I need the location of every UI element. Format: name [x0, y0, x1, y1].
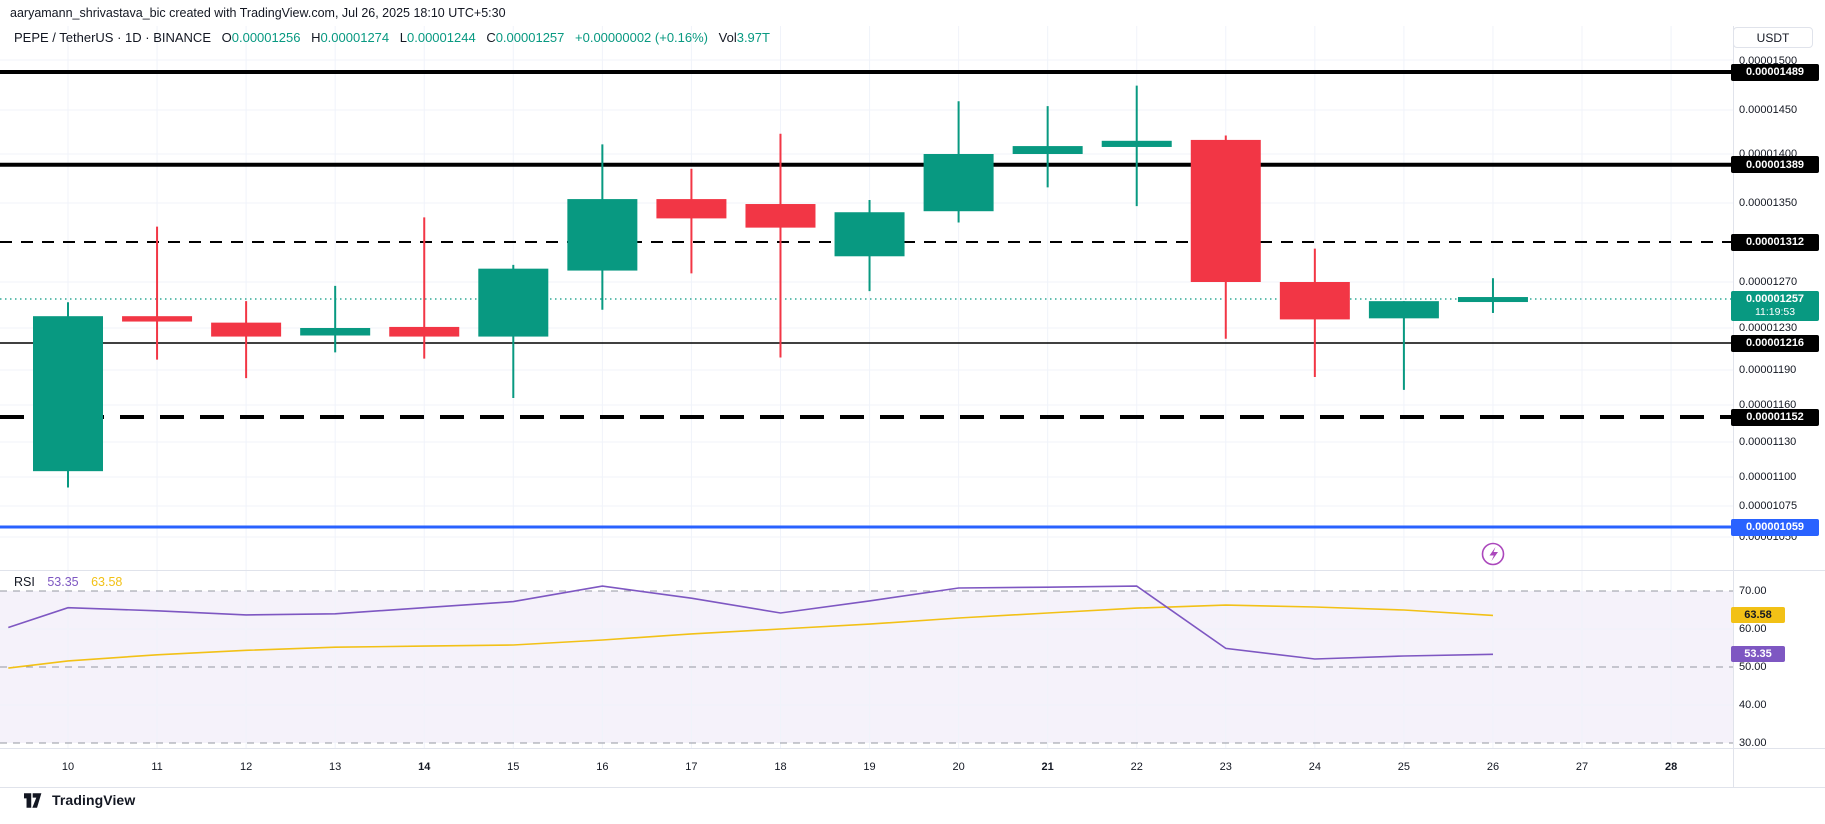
candle-body[interactable]: [33, 316, 103, 472]
candle-body[interactable]: [1368, 301, 1439, 319]
price-tick-label: 0.00001190: [1739, 364, 1797, 376]
high-key: H: [311, 30, 321, 45]
symbol-legend[interactable]: PEPE / TetherUS · 1D · BINANCE O0.000012…: [14, 30, 777, 45]
change-value: +0.00000002 (+0.16%): [575, 30, 709, 45]
price-level-label[interactable]: 0.00001059: [1731, 518, 1819, 536]
price-level-label[interactable]: 0.00001216: [1731, 334, 1819, 352]
price-tick-label: 0.00001160: [1739, 399, 1797, 411]
attribution-text: aaryamann_shrivastava_bic created with T…: [10, 6, 506, 20]
time-axis-separator: [0, 748, 1825, 749]
time-tick-label: 19: [863, 761, 876, 773]
time-tick-label: 22: [1130, 761, 1143, 773]
time-tick-label: 14: [418, 761, 431, 773]
close-key: C: [486, 30, 496, 45]
rsi-tick-label: 70.00: [1739, 585, 1767, 597]
price-tick-label: 0.00001270: [1739, 276, 1798, 288]
high-value: 0.00001274: [320, 30, 390, 45]
candle-body[interactable]: [211, 322, 282, 337]
time-tick-label: 13: [329, 761, 342, 773]
candle-body[interactable]: [1190, 139, 1261, 282]
volume-key: Vol: [718, 30, 737, 45]
tradingview-logo-icon: [24, 792, 42, 808]
rsi-tick-label: 40.00: [1739, 699, 1767, 711]
time-tick-label: 15: [507, 761, 520, 773]
candle-body[interactable]: [389, 326, 460, 337]
time-tick-label: 26: [1486, 761, 1500, 773]
rsi-title: RSI: [14, 575, 35, 589]
candle-body[interactable]: [122, 316, 193, 322]
lightning-event-icon[interactable]: [1481, 542, 1505, 566]
chart-bottom-border: [0, 787, 1825, 788]
time-tick-label: 24: [1308, 761, 1321, 773]
volume-value: 3.97T: [736, 30, 770, 45]
candle-body[interactable]: [834, 212, 905, 257]
last-price-value: 0.00001257: [1745, 293, 1805, 305]
time-tick-label: 12: [239, 761, 253, 773]
currency-usdt-button[interactable]: USDT: [1733, 27, 1813, 48]
time-tick-label: 20: [952, 761, 965, 773]
candle-body[interactable]: [745, 204, 816, 228]
close-value: 0.00001257: [495, 30, 565, 45]
rsi-ma-value: 63.58: [91, 575, 123, 589]
time-tick-label: 28: [1664, 761, 1678, 773]
time-tick-label: 27: [1575, 761, 1589, 773]
candle-body[interactable]: [478, 268, 549, 337]
rsi-main-line[interactable]: [8, 585, 1494, 660]
candle-body[interactable]: [300, 328, 371, 336]
price-tick-label: 0.00001075: [1739, 500, 1798, 512]
time-tick-label: 25: [1397, 761, 1411, 773]
price-level-label[interactable]: 0.00001489: [1731, 63, 1819, 81]
time-tick-label: 11: [151, 761, 163, 773]
price-level-label[interactable]: 0.00001312: [1731, 233, 1819, 251]
price-level-label[interactable]: 0.00001152: [1731, 408, 1819, 426]
bar-countdown: 11:19:53: [1754, 306, 1796, 318]
time-tick-label: 16: [596, 761, 609, 773]
candle-body[interactable]: [567, 199, 638, 271]
rsi-main-value: 53.35: [47, 575, 79, 589]
price-tick-label: 0.00001230: [1739, 322, 1798, 334]
tradingview-footer[interactable]: TradingView: [24, 792, 135, 808]
price-tick-label: 0.00001100: [1739, 471, 1797, 483]
rsi-tick-label: 60.00: [1739, 623, 1767, 635]
time-tick-label: 18: [774, 761, 787, 773]
rsi-ma-axis-label[interactable]: 63.58: [1731, 607, 1785, 624]
open-value: 0.00001256: [231, 30, 301, 45]
time-tick-label: 17: [685, 761, 698, 773]
pane-separator[interactable]: [0, 570, 1825, 571]
time-tick-label: 21: [1041, 761, 1054, 773]
tradingview-logo-text: TradingView: [52, 792, 136, 808]
rsi-main-axis-label[interactable]: 53.35: [1731, 646, 1785, 663]
candle-body[interactable]: [1457, 297, 1528, 303]
candle-body[interactable]: [1101, 140, 1172, 147]
last-price-label[interactable]: 0.00001257 11:19:53: [1731, 291, 1819, 321]
candle-body[interactable]: [1012, 146, 1083, 154]
price-tick-label: 0.00001450: [1739, 104, 1798, 116]
rsi-ma-line[interactable]: [8, 604, 1494, 669]
low-value: 0.00001244: [407, 30, 476, 45]
rsi-legend[interactable]: RSI 53.35 63.58: [14, 575, 122, 589]
open-key: O: [221, 30, 232, 45]
rsi-tick-label: 50.00: [1739, 661, 1767, 673]
symbol-title[interactable]: PEPE / TetherUS · 1D · BINANCE: [14, 30, 211, 45]
price-level-label[interactable]: 0.00001389: [1731, 156, 1819, 174]
candle-body[interactable]: [656, 199, 727, 219]
time-tick-label: 10: [61, 761, 75, 773]
candle-body[interactable]: [1279, 282, 1350, 320]
low-key: L: [399, 30, 407, 45]
rsi-tick-label: 30.00: [1739, 737, 1767, 749]
price-axis-separator: [1733, 26, 1734, 787]
price-tick-label: 0.00001350: [1739, 197, 1798, 209]
time-tick-label: 23: [1219, 761, 1232, 773]
candle-body[interactable]: [923, 154, 994, 212]
price-tick-label: 0.00001130: [1739, 436, 1797, 448]
